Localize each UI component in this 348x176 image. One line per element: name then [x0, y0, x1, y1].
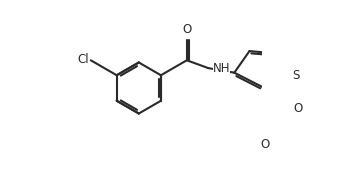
Text: NH: NH	[213, 62, 230, 76]
Text: O: O	[261, 138, 270, 151]
Text: S: S	[292, 69, 300, 82]
Text: O: O	[182, 23, 191, 36]
Text: O: O	[293, 102, 302, 115]
Text: Cl: Cl	[77, 53, 89, 66]
